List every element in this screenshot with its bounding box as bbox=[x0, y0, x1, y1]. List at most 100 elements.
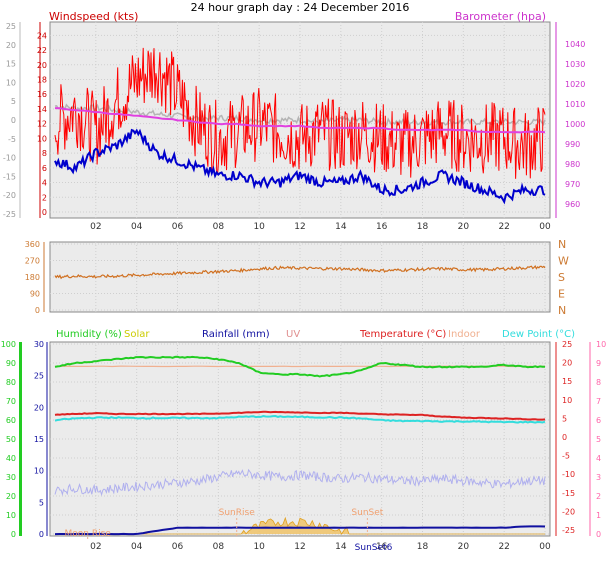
humidity-tick-label: 10 bbox=[6, 511, 16, 520]
humidity-series bbox=[54, 355, 546, 536]
wind-tick-label: 6 bbox=[42, 164, 47, 173]
series-humidity bbox=[54, 355, 546, 378]
wind-ticks: 2422201816141210864202520151050-5-10-15-… bbox=[3, 22, 585, 232]
wind-tick-label: 0 bbox=[42, 208, 47, 217]
direction-tick-label: 90 bbox=[30, 290, 40, 299]
legend-item: Solar bbox=[124, 329, 150, 340]
outer-tick-label: -15 bbox=[3, 172, 16, 181]
humidity-tick-label: 80 bbox=[6, 378, 16, 387]
temp-tick-label: 25 bbox=[562, 340, 572, 349]
humidity-tick-label: 60 bbox=[6, 416, 16, 425]
x-tick-label: 16 bbox=[376, 222, 388, 232]
x-tick-label: 00 bbox=[539, 222, 551, 232]
direction-grid bbox=[50, 242, 550, 312]
uv-tick-label: 2 bbox=[596, 492, 601, 501]
rain-tick-label: 30 bbox=[34, 340, 44, 349]
humidity-ticks: 1009080706050403020100302520151050252015… bbox=[1, 340, 606, 552]
compass-label: S bbox=[558, 271, 565, 284]
outer-tick-label: 10 bbox=[6, 78, 16, 87]
direction-series bbox=[54, 265, 546, 280]
legend-item: Dew Point (°C) bbox=[502, 329, 575, 340]
series-wind-direction bbox=[54, 265, 546, 280]
rain-tick-label: 0 bbox=[39, 530, 44, 539]
uv-tick-label: 1 bbox=[596, 511, 601, 520]
outer-tick-label: 20 bbox=[6, 41, 16, 50]
humidity-tick-label: 50 bbox=[6, 435, 16, 444]
wind-tick-label: 10 bbox=[37, 134, 47, 143]
x-tick-label: 16 bbox=[376, 542, 388, 552]
x-tick-label: 18 bbox=[417, 222, 429, 232]
series-temperature bbox=[54, 410, 546, 421]
temp-tick-label: 10 bbox=[562, 396, 572, 405]
sun-annotations: SunRise SunSet SunSet6 Moon Rise bbox=[65, 508, 393, 553]
rain-tick-label: 15 bbox=[34, 435, 44, 444]
temp-tick-label: -25 bbox=[562, 526, 575, 535]
direction-tick-label: 180 bbox=[25, 273, 40, 282]
series-wind-average bbox=[54, 128, 546, 205]
uv-tick-label: 10 bbox=[596, 340, 606, 349]
x-tick-label: 00 bbox=[539, 542, 551, 552]
x-tick-label: 04 bbox=[131, 222, 143, 232]
annotation-label: SunRise bbox=[219, 508, 256, 518]
baro-tick-label: 1040 bbox=[565, 40, 585, 49]
uv-tick-label: 6 bbox=[596, 416, 601, 425]
temp-tick-label: -15 bbox=[562, 489, 575, 498]
wind-axis-title: Windspeed (kts) bbox=[49, 10, 138, 23]
outer-tick-label: -10 bbox=[3, 154, 16, 163]
humidity-tick-label: 40 bbox=[6, 454, 16, 463]
uv-tick-label: 0 bbox=[596, 530, 601, 539]
annotation-label: SunSet6 bbox=[355, 543, 393, 553]
page-title: 24 hour graph day : 24 December 2016 bbox=[191, 1, 410, 14]
humidity-tick-label: 100 bbox=[1, 340, 16, 349]
series-wind-gust bbox=[54, 47, 546, 179]
wind-tick-label: 24 bbox=[37, 31, 47, 40]
wind-tick-label: 8 bbox=[42, 149, 47, 158]
temp-tick-label: -5 bbox=[562, 452, 570, 461]
x-tick-label: 12 bbox=[294, 222, 305, 232]
x-tick-label: 20 bbox=[458, 222, 470, 232]
uv-tick-label: 5 bbox=[596, 435, 601, 444]
humidity-tick-label: 90 bbox=[6, 359, 16, 368]
x-tick-label: 18 bbox=[417, 542, 429, 552]
rain-tick-label: 5 bbox=[39, 498, 44, 507]
outer-tick-label: -20 bbox=[3, 191, 16, 200]
temp-tick-label: 20 bbox=[562, 359, 572, 368]
baro-tick-label: 960 bbox=[565, 200, 580, 209]
temp-tick-label: 5 bbox=[562, 414, 567, 423]
baro-tick-label: 990 bbox=[565, 140, 580, 149]
outer-tick-label: 0 bbox=[11, 116, 16, 125]
temp-tick-label: 15 bbox=[562, 377, 572, 386]
compass-label: N bbox=[558, 304, 566, 317]
x-tick-label: 10 bbox=[253, 222, 265, 232]
rain-tick-label: 25 bbox=[34, 372, 44, 381]
temp-tick-label: -10 bbox=[562, 470, 575, 479]
wind-tick-label: 2 bbox=[42, 193, 47, 202]
uv-tick-label: 4 bbox=[596, 454, 601, 463]
x-tick-label: 02 bbox=[90, 222, 101, 232]
humidity-grid bbox=[50, 342, 550, 536]
x-tick-label: 20 bbox=[458, 542, 470, 552]
wind-tick-label: 18 bbox=[37, 76, 47, 85]
direction-tick-label: 0 bbox=[35, 306, 40, 315]
wind-series bbox=[54, 47, 546, 205]
rain-tick-label: 20 bbox=[34, 403, 44, 412]
outer-tick-label: 15 bbox=[6, 60, 16, 69]
uv-tick-label: 3 bbox=[596, 473, 601, 482]
legend-item: Temperature (°C) bbox=[359, 329, 446, 340]
legend-item: Humidity (%) bbox=[56, 329, 122, 340]
wind-tick-label: 22 bbox=[37, 46, 47, 55]
baro-axis-title: Barometer (hpa) bbox=[455, 10, 546, 23]
baro-tick-label: 980 bbox=[565, 160, 580, 169]
series-dewpoint bbox=[54, 414, 546, 424]
wind-tick-label: 16 bbox=[37, 90, 47, 99]
humidity-tick-label: 20 bbox=[6, 492, 16, 501]
humidity-tick-label: 0 bbox=[11, 530, 16, 539]
humidity-axis-bar bbox=[19, 342, 22, 536]
temp-tick-label: -20 bbox=[562, 507, 575, 516]
series-barometer bbox=[54, 107, 546, 134]
direction-tick-label: 360 bbox=[25, 240, 40, 249]
humidity-tick-label: 30 bbox=[6, 473, 16, 482]
annotation-label: SunSet bbox=[351, 508, 383, 518]
uv-tick-label: 8 bbox=[596, 378, 601, 387]
